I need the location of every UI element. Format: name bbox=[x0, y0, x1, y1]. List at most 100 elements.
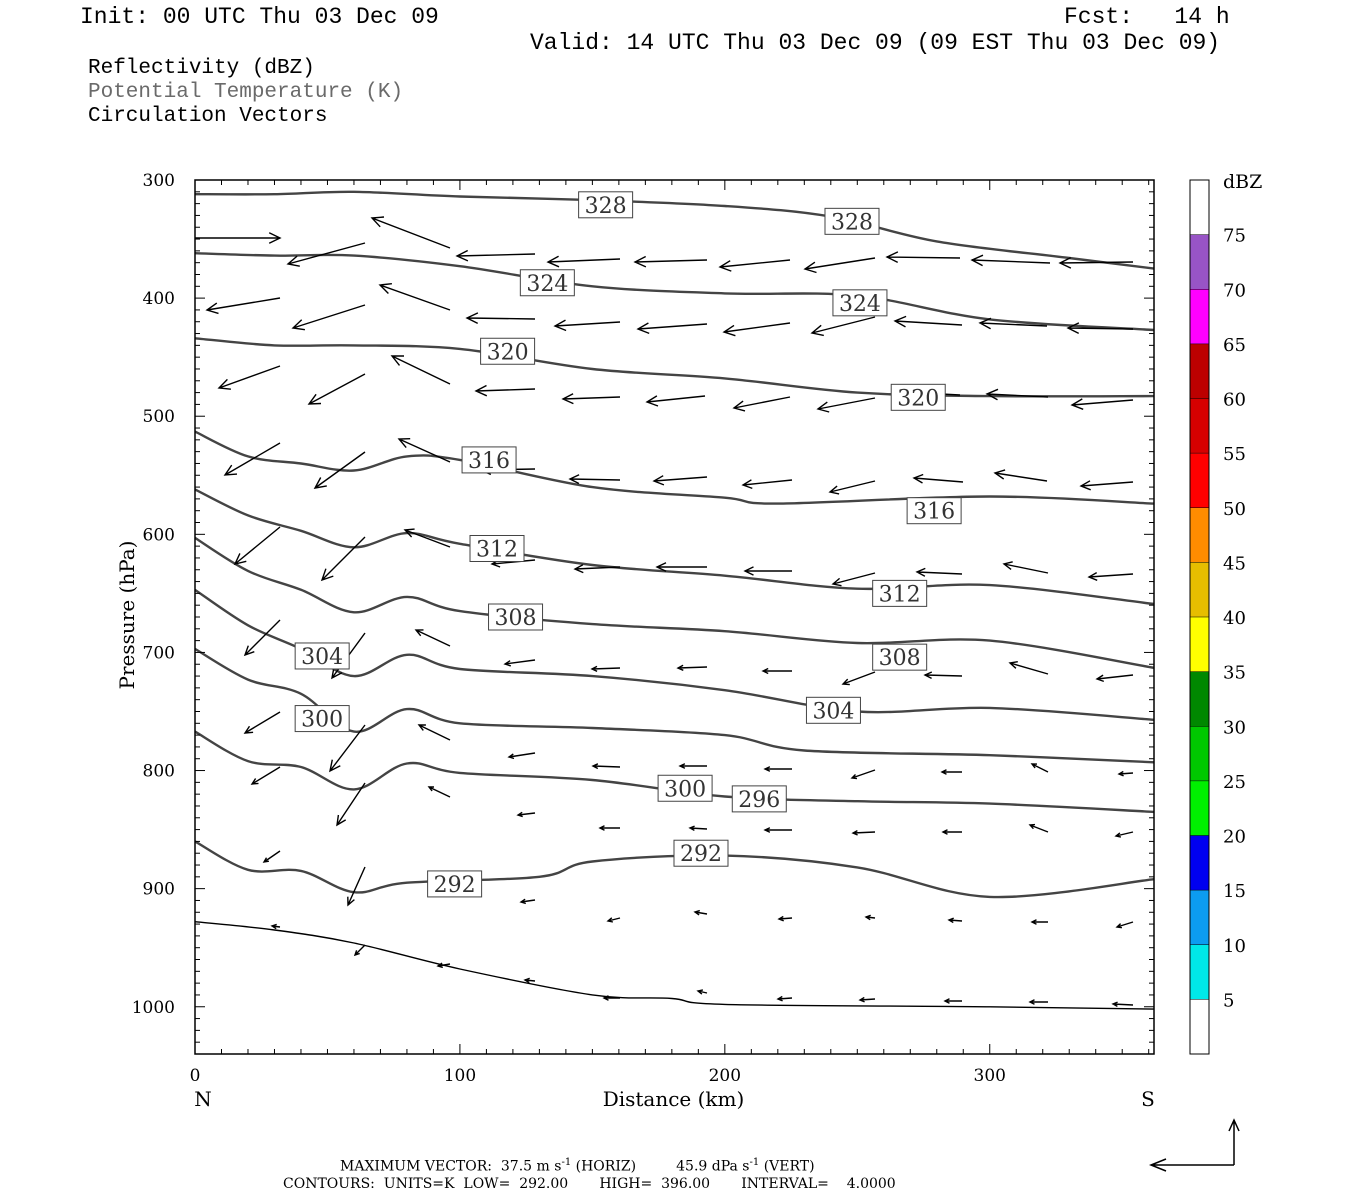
colorbar-bottom bbox=[1190, 999, 1209, 1054]
contour-label: 300 bbox=[301, 708, 343, 733]
y-tick-label: 500 bbox=[143, 407, 175, 427]
circulation-vector bbox=[915, 567, 963, 577]
colorbar: 5 10 15 20 25 30 35 40 45 50 55 60 65 70 75 dBZ bbox=[1189, 171, 1262, 1055]
contour-label: 328 bbox=[831, 210, 873, 235]
contour-label-box bbox=[519, 269, 575, 297]
circulation-vector bbox=[474, 384, 536, 397]
circulation-vector bbox=[1028, 999, 1048, 1005]
colorbar-top bbox=[1190, 180, 1209, 235]
contour-label-box bbox=[294, 705, 350, 733]
colorbar-level-label: 65 bbox=[1223, 335, 1246, 356]
circulation-vector bbox=[250, 766, 281, 785]
circulation-vector bbox=[336, 782, 366, 827]
circulation-vector bbox=[776, 995, 793, 1002]
circulation-vector bbox=[1111, 1001, 1134, 1008]
contour-328 bbox=[194, 190, 1155, 270]
horizontal-key-arrow bbox=[1148, 1158, 1234, 1172]
contour-label: 308 bbox=[495, 606, 537, 631]
contour-292 bbox=[194, 840, 1155, 899]
circulation-vector bbox=[1117, 770, 1134, 777]
contour-label-box bbox=[488, 603, 544, 631]
valid-time: Valid: 14 UTC Thu 03 Dec 09 (09 EST Thu … bbox=[530, 30, 1221, 56]
circulation-vector bbox=[390, 355, 451, 385]
colorbar-swatch bbox=[1190, 234, 1209, 290]
colorbar-swatch bbox=[1190, 617, 1209, 672]
circulation-vector bbox=[546, 255, 621, 268]
circulation-vector bbox=[941, 829, 962, 835]
circulation-vector bbox=[763, 827, 792, 833]
circulation-vector bbox=[761, 667, 792, 675]
circulation-vector bbox=[678, 763, 707, 769]
x-tick-label: 100 bbox=[444, 1066, 476, 1086]
circulation-vector bbox=[378, 283, 451, 311]
circulation-vector bbox=[307, 373, 366, 405]
circulation-vector bbox=[1030, 763, 1049, 773]
circulation-vector bbox=[970, 254, 1051, 267]
vertical-key-arrow bbox=[1228, 1118, 1240, 1165]
contour-320 bbox=[194, 337, 1155, 398]
circulation-vector bbox=[353, 944, 366, 957]
circulation-vector bbox=[602, 995, 620, 1001]
contour-label: 324 bbox=[526, 272, 568, 297]
contour-label: 324 bbox=[839, 292, 881, 317]
colorbar-swatch bbox=[1190, 343, 1209, 399]
init-time: Init: 00 UTC Thu 03 Dec 09 bbox=[80, 4, 439, 30]
circulation-vector bbox=[1066, 322, 1134, 335]
circulation-vector bbox=[943, 998, 962, 1004]
contour-label-box bbox=[469, 534, 525, 562]
colorbar-swatch bbox=[1190, 944, 1209, 1000]
circulation-vector bbox=[828, 480, 876, 495]
circulation-vector bbox=[1002, 561, 1049, 574]
circulation-vector bbox=[940, 769, 962, 775]
circulation-vector bbox=[436, 962, 451, 969]
plot-border bbox=[194, 179, 1155, 1055]
field-circulation-vectors: Circulation Vectors bbox=[88, 105, 328, 128]
contour-label-box bbox=[824, 207, 880, 235]
circulation-vector bbox=[223, 442, 281, 476]
contour-label-box bbox=[832, 289, 888, 317]
y-tick-label: 600 bbox=[143, 525, 175, 545]
circulation-vector bbox=[732, 396, 791, 412]
colorbar-level-label: 55 bbox=[1223, 444, 1246, 465]
contour-label: 316 bbox=[468, 449, 510, 474]
circulation-vector bbox=[841, 671, 876, 686]
contour-label: 292 bbox=[680, 842, 722, 867]
forecast-hour: Fcst: 14 h bbox=[1064, 4, 1230, 30]
circulation-vector bbox=[676, 664, 708, 671]
circulation-vector bbox=[893, 315, 963, 328]
circulation-vector bbox=[1030, 919, 1048, 925]
contour-300 bbox=[194, 647, 1155, 764]
colorbar-level-label: 20 bbox=[1223, 827, 1246, 848]
circulation-vector bbox=[329, 724, 366, 773]
contour-label-box bbox=[731, 785, 787, 813]
x-tick-label: 0 bbox=[190, 1066, 201, 1086]
circulation-vector bbox=[270, 923, 281, 930]
circulation-vector bbox=[591, 763, 621, 770]
circulation-vector bbox=[816, 397, 876, 413]
contour-label: 296 bbox=[738, 788, 780, 813]
x-end-label-north: N bbox=[194, 1087, 212, 1111]
field-reflectivity: Reflectivity (dBZ) bbox=[88, 57, 315, 80]
circulation-vector bbox=[568, 474, 621, 485]
contour-label-box bbox=[805, 696, 861, 724]
circulation-vector bbox=[320, 536, 366, 582]
circulation-vector bbox=[291, 304, 366, 331]
circulation-vector bbox=[718, 259, 791, 272]
colorbar-level-label: 70 bbox=[1223, 280, 1246, 301]
colorbar-level-label: 60 bbox=[1223, 390, 1246, 411]
circulation-vector bbox=[636, 322, 708, 335]
circulation-vector bbox=[1114, 831, 1134, 838]
y-tick-label: 400 bbox=[143, 289, 175, 309]
contour-label: 328 bbox=[585, 194, 627, 219]
contour-label: 304 bbox=[812, 699, 854, 724]
colorbar-swatch bbox=[1190, 562, 1209, 617]
circulation-vector bbox=[645, 395, 706, 407]
circulation-vector bbox=[427, 786, 451, 798]
circulation-vector bbox=[777, 915, 793, 922]
y-tick-label: 300 bbox=[143, 171, 175, 191]
contour-308 bbox=[194, 536, 1155, 669]
contour-label: 320 bbox=[897, 386, 939, 411]
contour-surface bbox=[194, 921, 1155, 1010]
contour-label: 312 bbox=[879, 582, 921, 607]
